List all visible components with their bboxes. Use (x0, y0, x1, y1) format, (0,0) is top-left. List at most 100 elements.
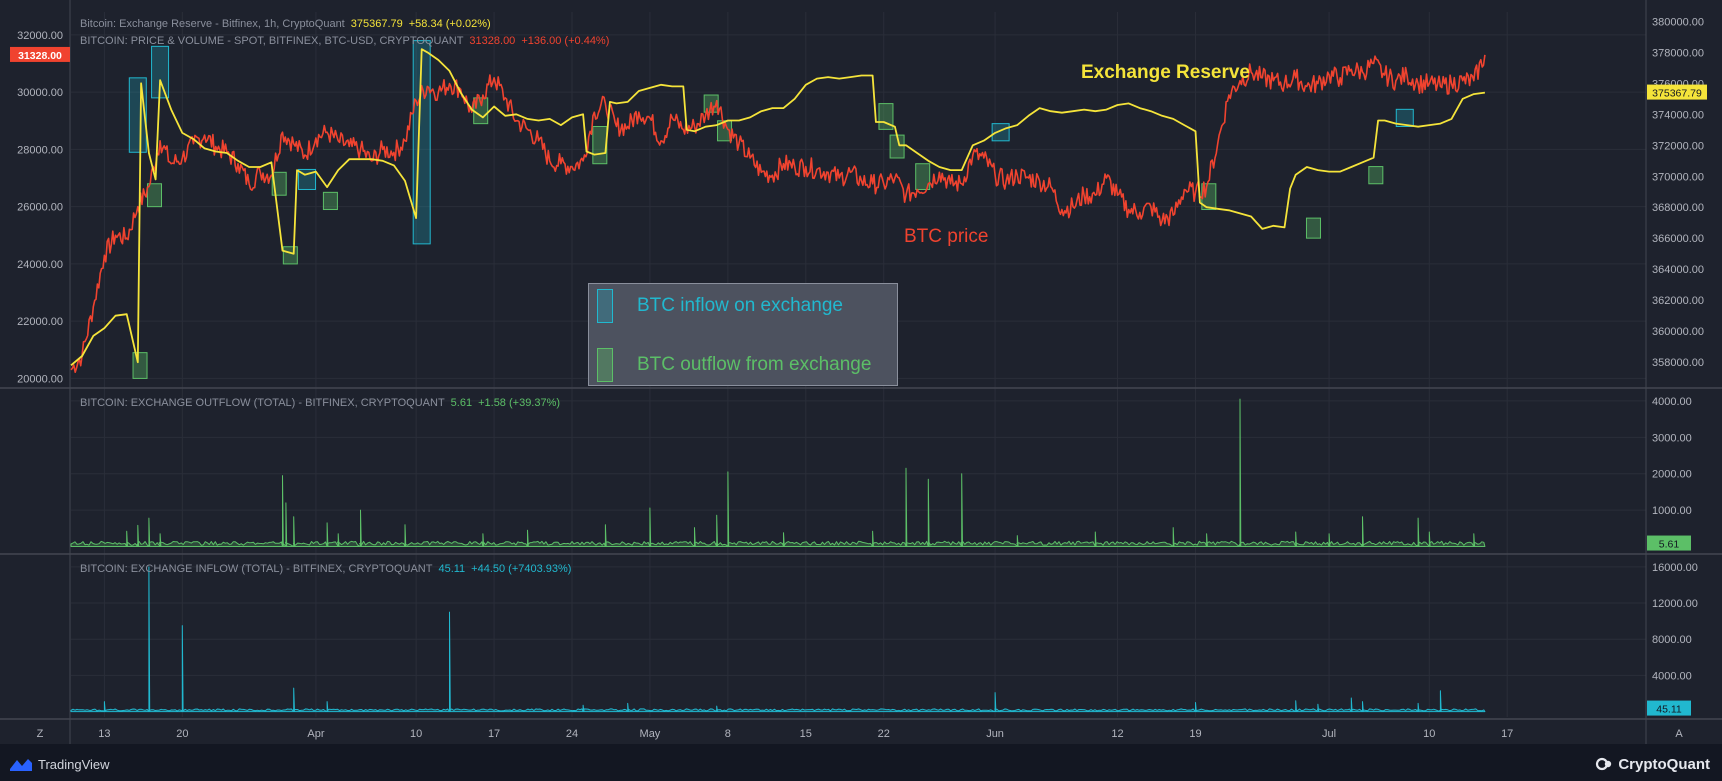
inflow-current-bg (1647, 700, 1691, 716)
time-tick-label: 17 (1501, 728, 1513, 740)
btc-price-line (70, 54, 1486, 373)
inflow-current-label: 45.11 (1647, 700, 1691, 716)
legend-outflow-name: BITCOIN: EXCHANGE OUTFLOW (TOTAL) - BITF… (80, 397, 445, 409)
outflow-highlight-box (1305, 217, 1321, 239)
legend-price: BITCOIN: PRICE & VOLUME - SPOT, BITFINEX… (80, 35, 615, 47)
legend-price-name: BITCOIN: PRICE & VOLUME - SPOT, BITFINEX… (80, 35, 464, 47)
right-tick-label: 368000.00 (1652, 202, 1704, 214)
legend-outflow-change: +1.58 (+39.37%) (478, 397, 561, 409)
annotation-btc-price: BTC price (904, 226, 989, 247)
time-tick-label: 10 (410, 728, 422, 740)
outflow-highlight-box (132, 352, 148, 379)
outflow-highlight-box (147, 183, 162, 208)
outflow-series (70, 398, 1486, 547)
cryptoquant-logo[interactable]: CryptoQuant (1595, 754, 1710, 774)
inflow-tick-label: 8000.00 (1652, 634, 1692, 646)
outflow-tick-label: 3000.00 (1652, 432, 1692, 444)
time-tick-label: 20 (176, 728, 188, 740)
left-tick-label: 24000.00 (17, 259, 63, 271)
tradingview-logo[interactable]: TradingView (10, 754, 110, 774)
legend-reserve-name: Bitcoin: Exchange Reserve - Bitfinex, 1h… (80, 18, 345, 30)
time-tick-label: 17 (488, 728, 500, 740)
legend-reserve: Bitcoin: Exchange Reserve - Bitfinex, 1h… (80, 18, 497, 30)
left-tick-label: 32000.00 (17, 30, 63, 42)
time-tick-label: 13 (98, 728, 110, 740)
inflow-tick-label: 16000.00 (1652, 562, 1698, 574)
legend-inflow-change: +44.50 (+7403.93%) (471, 563, 572, 575)
outflow-swatch (597, 348, 613, 382)
corner-label-right: A (1675, 728, 1683, 740)
right-tick-label: 362000.00 (1652, 295, 1704, 307)
tradingview-label: TradingView (38, 756, 110, 772)
current-reserve-label: 375367.79 (1647, 84, 1707, 100)
time-tick-label: 15 (800, 728, 812, 740)
time-tick-label: Jul (1322, 728, 1336, 740)
cryptoquant-icon (1596, 757, 1612, 771)
corner-label-left: Z (37, 728, 44, 740)
right-tick-label: 358000.00 (1652, 357, 1704, 369)
time-tick-label: Jun (986, 728, 1004, 740)
annotation-exchange-reserve: Exchange Reserve (1081, 62, 1250, 83)
legend-box-outflow-row: BTC outflow from exchange (597, 348, 871, 382)
right-tick-label: 370000.00 (1652, 171, 1704, 183)
cryptoquant-label: CryptoQuant (1618, 755, 1710, 773)
inflow-highlight-box (1395, 108, 1414, 128)
current-reserve-text: 375367.79 (1652, 88, 1702, 100)
time-tick-label: 10 (1423, 728, 1435, 740)
legend-box-inflow-label: BTC inflow on exchange (637, 295, 843, 316)
time-tick-label: May (640, 728, 661, 740)
legend-inflow: BITCOIN: EXCHANGE INFLOW (TOTAL) - BITFI… (80, 563, 577, 575)
outflow-tick-label: 4000.00 (1652, 396, 1692, 408)
legend-reserve-value: 375367.79 (350, 18, 403, 30)
time-tick-label: 22 (878, 728, 890, 740)
time-tick-label: Apr (307, 728, 324, 740)
outflow-highlight-box (592, 126, 608, 165)
legend-price-change: +136.00 (+0.44%) (521, 35, 610, 47)
legend-inflow-value: 45.11 (438, 563, 466, 575)
outflow-highlight-box (1368, 166, 1384, 185)
left-tick-label: 28000.00 (17, 144, 63, 156)
current-price-bg (10, 46, 70, 62)
outflow-highlight-box (915, 163, 931, 190)
legend-price-value: 31328.00 (469, 35, 516, 47)
outflow-highlight-box (878, 103, 894, 130)
left-tick-label: 22000.00 (17, 316, 63, 328)
left-tick-label: 26000.00 (17, 202, 63, 214)
inflow-current-text: 45.11 (1656, 704, 1682, 716)
outflow-current-bg (1647, 535, 1691, 551)
inflow-axis: 4000.00 8000.00 12000.00 16000.00 (1652, 562, 1698, 683)
outflow-highlight-box (322, 191, 338, 211)
current-price-label: 31328.00 (10, 46, 70, 62)
inflow-series (70, 566, 1486, 713)
left-tick-label: 30000.00 (17, 87, 63, 99)
legend-box-outflow-label: BTC outflow from exchange (637, 354, 872, 375)
inflow-tick-label: 4000.00 (1652, 670, 1692, 682)
right-tick-label: 360000.00 (1652, 326, 1704, 338)
legend-reserve-change: +58.34 (+0.02%) (408, 18, 491, 30)
right-tick-label: 372000.00 (1652, 140, 1704, 152)
outflow-tick-label: 1000.00 (1652, 505, 1692, 517)
time-tick-label: 19 (1189, 728, 1201, 740)
right-tick-label: 380000.00 (1652, 16, 1704, 28)
footer-bar (0, 744, 1722, 781)
outflow-tick-label: 2000.00 (1652, 469, 1692, 481)
tradingview-icon (10, 759, 32, 771)
outflow-current-label: 5.61 (1647, 535, 1691, 551)
inflow-swatch (597, 289, 613, 323)
outflow-current-text: 5.61 (1659, 539, 1680, 551)
right-tick-label: 378000.00 (1652, 47, 1704, 59)
left-tick-label: 20000.00 (17, 373, 63, 385)
time-tick-label: 24 (566, 728, 578, 740)
time-tick-label: 12 (1111, 728, 1123, 740)
outflow-highlight-box (282, 246, 298, 265)
legend-box-inflow-row: BTC inflow on exchange (597, 289, 843, 323)
exchange-reserve-line (70, 48, 1486, 366)
right-tick-label: 366000.00 (1652, 233, 1704, 245)
highlight-legend-box: BTC inflow on exchange BTC outflow from … (588, 283, 898, 386)
time-tick-label: 8 (725, 728, 731, 740)
left-price-axis: 20000.00 22000.00 24000.00 26000.00 28000.00… (17, 30, 63, 386)
current-price-text: 31328.00 (18, 50, 62, 62)
outflow-axis: 1000.00 2000.00 3000.00 4000.00 (1652, 396, 1692, 517)
